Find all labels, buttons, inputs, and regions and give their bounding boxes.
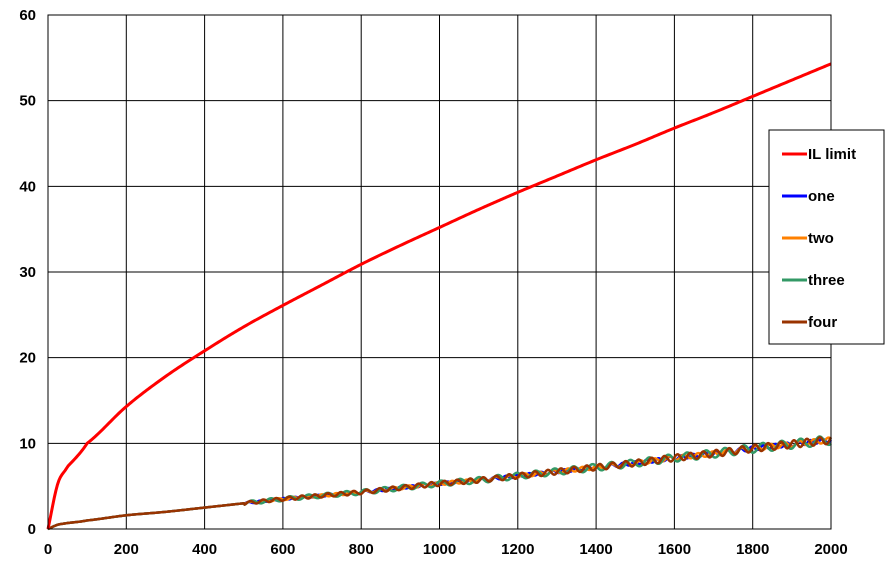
y-tick-label: 20 [19, 350, 36, 367]
series-lines [46, 62, 833, 531]
x-tick-label: 400 [192, 541, 217, 558]
legend-label: IL limit [808, 146, 856, 163]
x-tick-label: 1600 [658, 541, 691, 558]
y-tick-label: 30 [19, 264, 36, 281]
y-tick-label: 60 [19, 7, 36, 24]
x-tick-label: 2000 [814, 541, 847, 558]
legend-label: two [808, 230, 834, 247]
x-tick-label: 600 [270, 541, 295, 558]
x-tick-label: 200 [114, 541, 139, 558]
y-tick-label: 0 [28, 521, 36, 538]
legend-label: four [808, 314, 837, 331]
x-tick-label: 800 [349, 541, 374, 558]
y-axis-tick-labels: 0 10 20 30 40 50 60 [19, 7, 36, 538]
series-line-il-limit [46, 62, 832, 530]
x-axis-tick-labels: 0 200 400 600 800 1000 1200 1400 1600 1800 2000 [44, 541, 848, 558]
series-line-four [47, 436, 833, 531]
y-tick-label: 50 [19, 93, 36, 110]
x-tick-label: 1200 [501, 541, 534, 558]
legend-label: one [808, 188, 835, 205]
legend-label: three [808, 272, 845, 289]
x-tick-label: 1000 [423, 541, 456, 558]
x-tick-label: 1400 [579, 541, 612, 558]
y-tick-label: 40 [19, 178, 36, 195]
x-tick-label: 1800 [736, 541, 769, 558]
y-tick-label: 10 [19, 435, 36, 452]
legend: IL limit one two three four [768, 129, 885, 345]
x-tick-label: 0 [44, 541, 52, 558]
